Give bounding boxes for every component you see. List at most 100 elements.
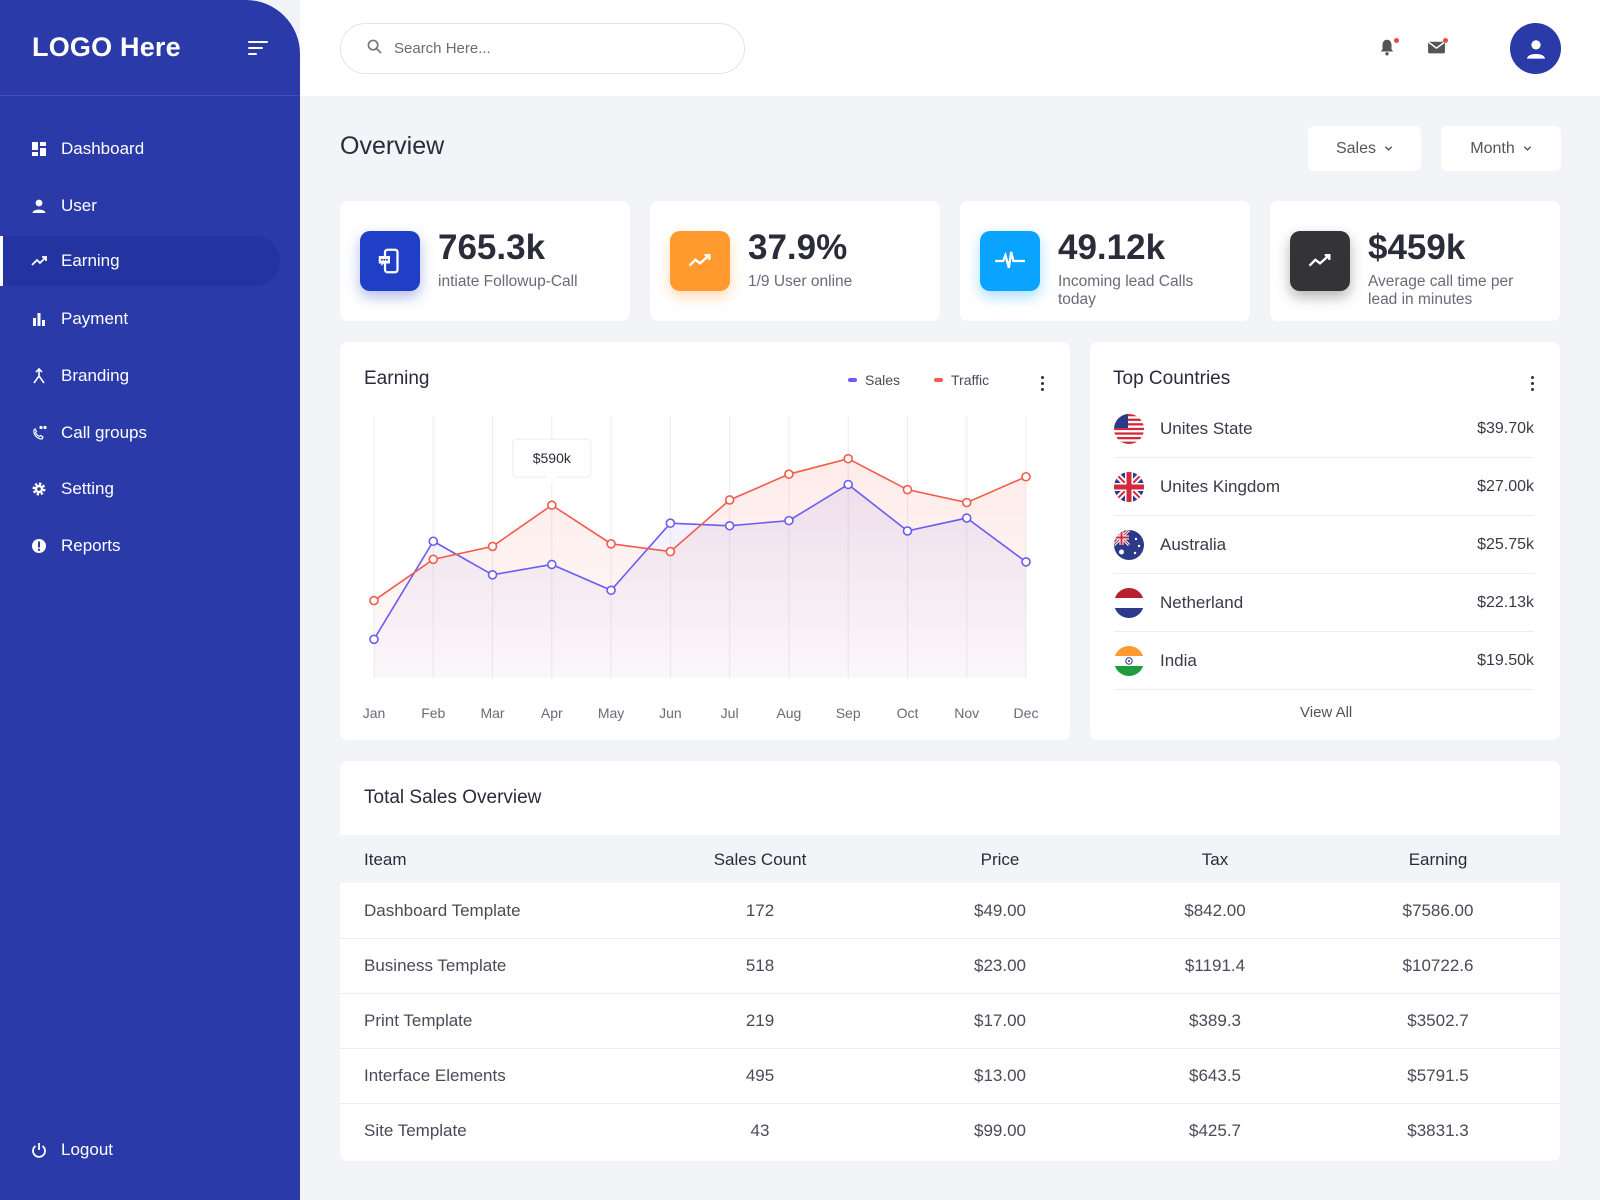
country-row[interactable]: Unites Kingdom $27.00k [1114,458,1534,516]
cell-price: $17.00 [974,1011,1026,1030]
series-line-traffic [373,457,1027,602]
sales-filter-label: Sales [1335,139,1377,157]
sidebar-item-branding[interactable]: Branding [0,351,280,401]
table-row[interactable]: Site Template 43 $99.00 $425.7 $3831.3 [340,1104,1560,1159]
table-row[interactable]: Interface Elements 495 $13.00 $643.5 $57… [340,1049,1560,1104]
x-tick-label: Sep [836,705,861,721]
sidebar-item-label: Branding [61,366,130,385]
country-row[interactable]: Unites State $39.70k [1114,400,1534,458]
sidebar-item-label: User [61,196,97,215]
uk-flag-icon [1114,471,1144,502]
x-tick-label: Aug [776,705,801,721]
table-row[interactable]: Dashboard Template 172 $49.00 $842.00 $7… [340,884,1560,939]
sidebar-item-label: Payment [61,309,129,328]
logo[interactable]: LOGO Here [32,32,181,62]
stat-label: Average call time per lead in minutes [1368,273,1514,308]
alert-icon [30,537,48,555]
cell-item: Interface Elements [364,1066,506,1085]
data-point-traffic [665,546,676,557]
sidebar-item-label: Reports [61,536,121,555]
top-bar [300,0,1600,96]
chart-tooltip-label: $590k [533,450,572,466]
logout-button[interactable]: Logout [30,1140,113,1160]
x-tick-label: Nov [954,705,979,721]
cell-sales-count: 43 [750,1121,770,1140]
country-name: Unites State [1160,418,1253,438]
sidebar-item-dashboard[interactable]: Dashboard [0,124,280,174]
legend-swatch [848,378,857,382]
data-point-sales [1021,557,1031,567]
sidebar-item-earning[interactable]: Earning [0,236,280,286]
column-header[interactable]: Price [980,850,1020,869]
country-row[interactable]: Netherland $22.13k [1114,574,1534,632]
avatar[interactable] [1510,23,1561,74]
data-point-traffic [487,541,498,552]
sidebar: LOGO Here Dashboard User Earning Payment… [0,0,300,1200]
cell-earning: $5791.5 [1407,1066,1469,1085]
earning-title: Earning [364,368,430,389]
au-flag-icon [1114,529,1144,560]
menu-toggle-icon[interactable] [248,40,270,56]
period-filter-dropdown[interactable]: Month [1441,126,1561,171]
cell-item: Dashboard Template [364,901,521,920]
view-all-link[interactable]: View All [1300,704,1353,721]
cell-price: $23.00 [974,956,1026,975]
x-tick-label: Oct [897,705,919,721]
cell-earning: $10722.6 [1402,956,1474,975]
trend-icon [30,252,48,270]
search-box [340,23,745,74]
sales-filter-dropdown[interactable]: Sales [1308,126,1421,171]
legend-traffic: Traffic [934,372,989,388]
sidebar-item-setting[interactable]: Setting [0,464,280,514]
country-name: Unites Kingdom [1160,476,1281,496]
cell-earning: $7586.00 [1402,901,1474,920]
legend-swatch [934,378,943,382]
column-header[interactable]: Tax [1201,850,1229,869]
message-dot [1443,38,1448,43]
data-point-sales [843,479,853,490]
sidebar-item-label: Dashboard [61,139,145,158]
chart-tooltip-arrow [545,476,558,484]
stat-label: Incoming lead Calls today [1058,273,1194,308]
country-value: $25.75k [1477,535,1534,553]
more-icon[interactable] [1531,376,1535,392]
x-tick-label: Apr [541,705,563,721]
series-line-sales [373,483,1027,640]
cell-earning: $3831.3 [1407,1121,1469,1140]
nl-flag-icon [1114,587,1144,618]
country-row[interactable]: Australia $25.75k [1114,516,1534,574]
table-row[interactable]: Business Template 518 $23.00 $1191.4 $10… [340,939,1560,994]
data-point-traffic [961,497,972,508]
sidebar-item-payment[interactable]: Payment [0,294,280,344]
bell-icon[interactable] [1378,38,1399,58]
column-header[interactable]: Iteam [364,850,407,869]
table-row[interactable]: Print Template 219 $17.00 $389.3 $3502.7 [340,994,1560,1049]
x-tick-label: Jan [363,705,386,721]
data-point-sales [961,513,972,523]
period-filter-label: Month [1470,139,1515,157]
chevron-down-icon [1384,146,1393,151]
data-point-traffic [784,469,794,479]
stat-value: 49.12k [1058,228,1166,267]
stat-card-users-online: 37.9% 1/9 User online [650,201,940,321]
sales-overview-title: Total Sales Overview [364,787,542,808]
sidebar-item-reports[interactable]: Reports [0,521,280,571]
cell-tax: $1191.4 [1184,956,1246,975]
stat-value: 37.9% [748,228,848,267]
stat-value: $459k [1368,228,1466,267]
stat-card-call-time: $459k Average call time per lead in minu… [1270,201,1560,321]
column-header[interactable]: Earning [1408,850,1468,869]
mail-icon[interactable] [1427,38,1448,58]
country-value: $22.13k [1477,593,1534,611]
x-tick-label: Dec [1014,705,1039,721]
logo-row: LOGO Here [0,0,300,96]
notification-dot [1394,38,1399,43]
sidebar-item-user[interactable]: User [0,181,280,231]
country-row[interactable]: India $19.50k [1114,632,1534,690]
more-icon[interactable] [1041,376,1045,392]
cell-sales-count: 172 [745,901,775,920]
cell-tax: $643.5 [1189,1066,1241,1085]
column-header[interactable]: Sales Count [713,850,807,869]
search-input[interactable] [394,40,714,57]
sidebar-item-call-groups[interactable]: Call groups [0,408,280,458]
